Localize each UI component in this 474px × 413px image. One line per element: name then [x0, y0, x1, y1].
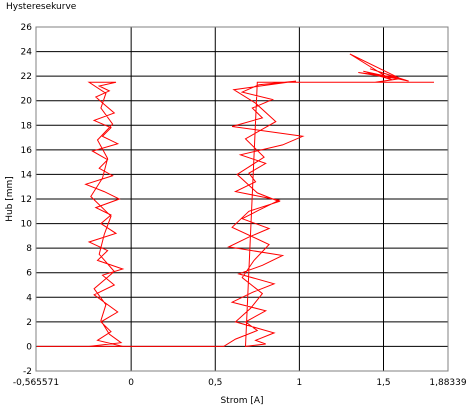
y-tick-label: 10 — [21, 220, 33, 230]
y-tick-label: 16 — [21, 146, 33, 156]
y-tick-label: 14 — [21, 170, 33, 180]
y-tick-label: 24 — [21, 48, 33, 58]
chart-title: Hysteresekurve — [6, 2, 77, 12]
x-tick-label: -0,565571 — [13, 378, 59, 388]
series-line — [36, 53, 434, 347]
x-tick-label: 0 — [128, 378, 134, 388]
y-tick-label: 4 — [26, 293, 32, 303]
y-tick-label: 22 — [21, 72, 32, 82]
y-tick-label: 2 — [26, 318, 32, 328]
y-tick-label: 0 — [26, 342, 32, 352]
y-axis-label: Hub [mm] — [5, 176, 15, 222]
data-series-layer — [36, 53, 434, 347]
y-tick-label: 20 — [21, 97, 33, 107]
y-tick-label: 18 — [21, 121, 33, 131]
x-tick-label: 1 — [297, 378, 303, 388]
y-tick-label: 8 — [26, 244, 32, 254]
x-axis-label: Strom [A] — [220, 396, 263, 406]
y-tick-label: 6 — [26, 269, 32, 279]
y-tick-label: 26 — [21, 23, 33, 33]
plot-frame — [35, 26, 449, 372]
x-tick-label: 1,88339 — [429, 378, 466, 388]
grid-lines — [35, 26, 449, 372]
x-tick-label: 0,5 — [208, 378, 222, 388]
y-tick-label: 12 — [21, 195, 32, 205]
y-tick-label: -2 — [23, 367, 32, 377]
x-tick-label: 1,5 — [376, 378, 390, 388]
